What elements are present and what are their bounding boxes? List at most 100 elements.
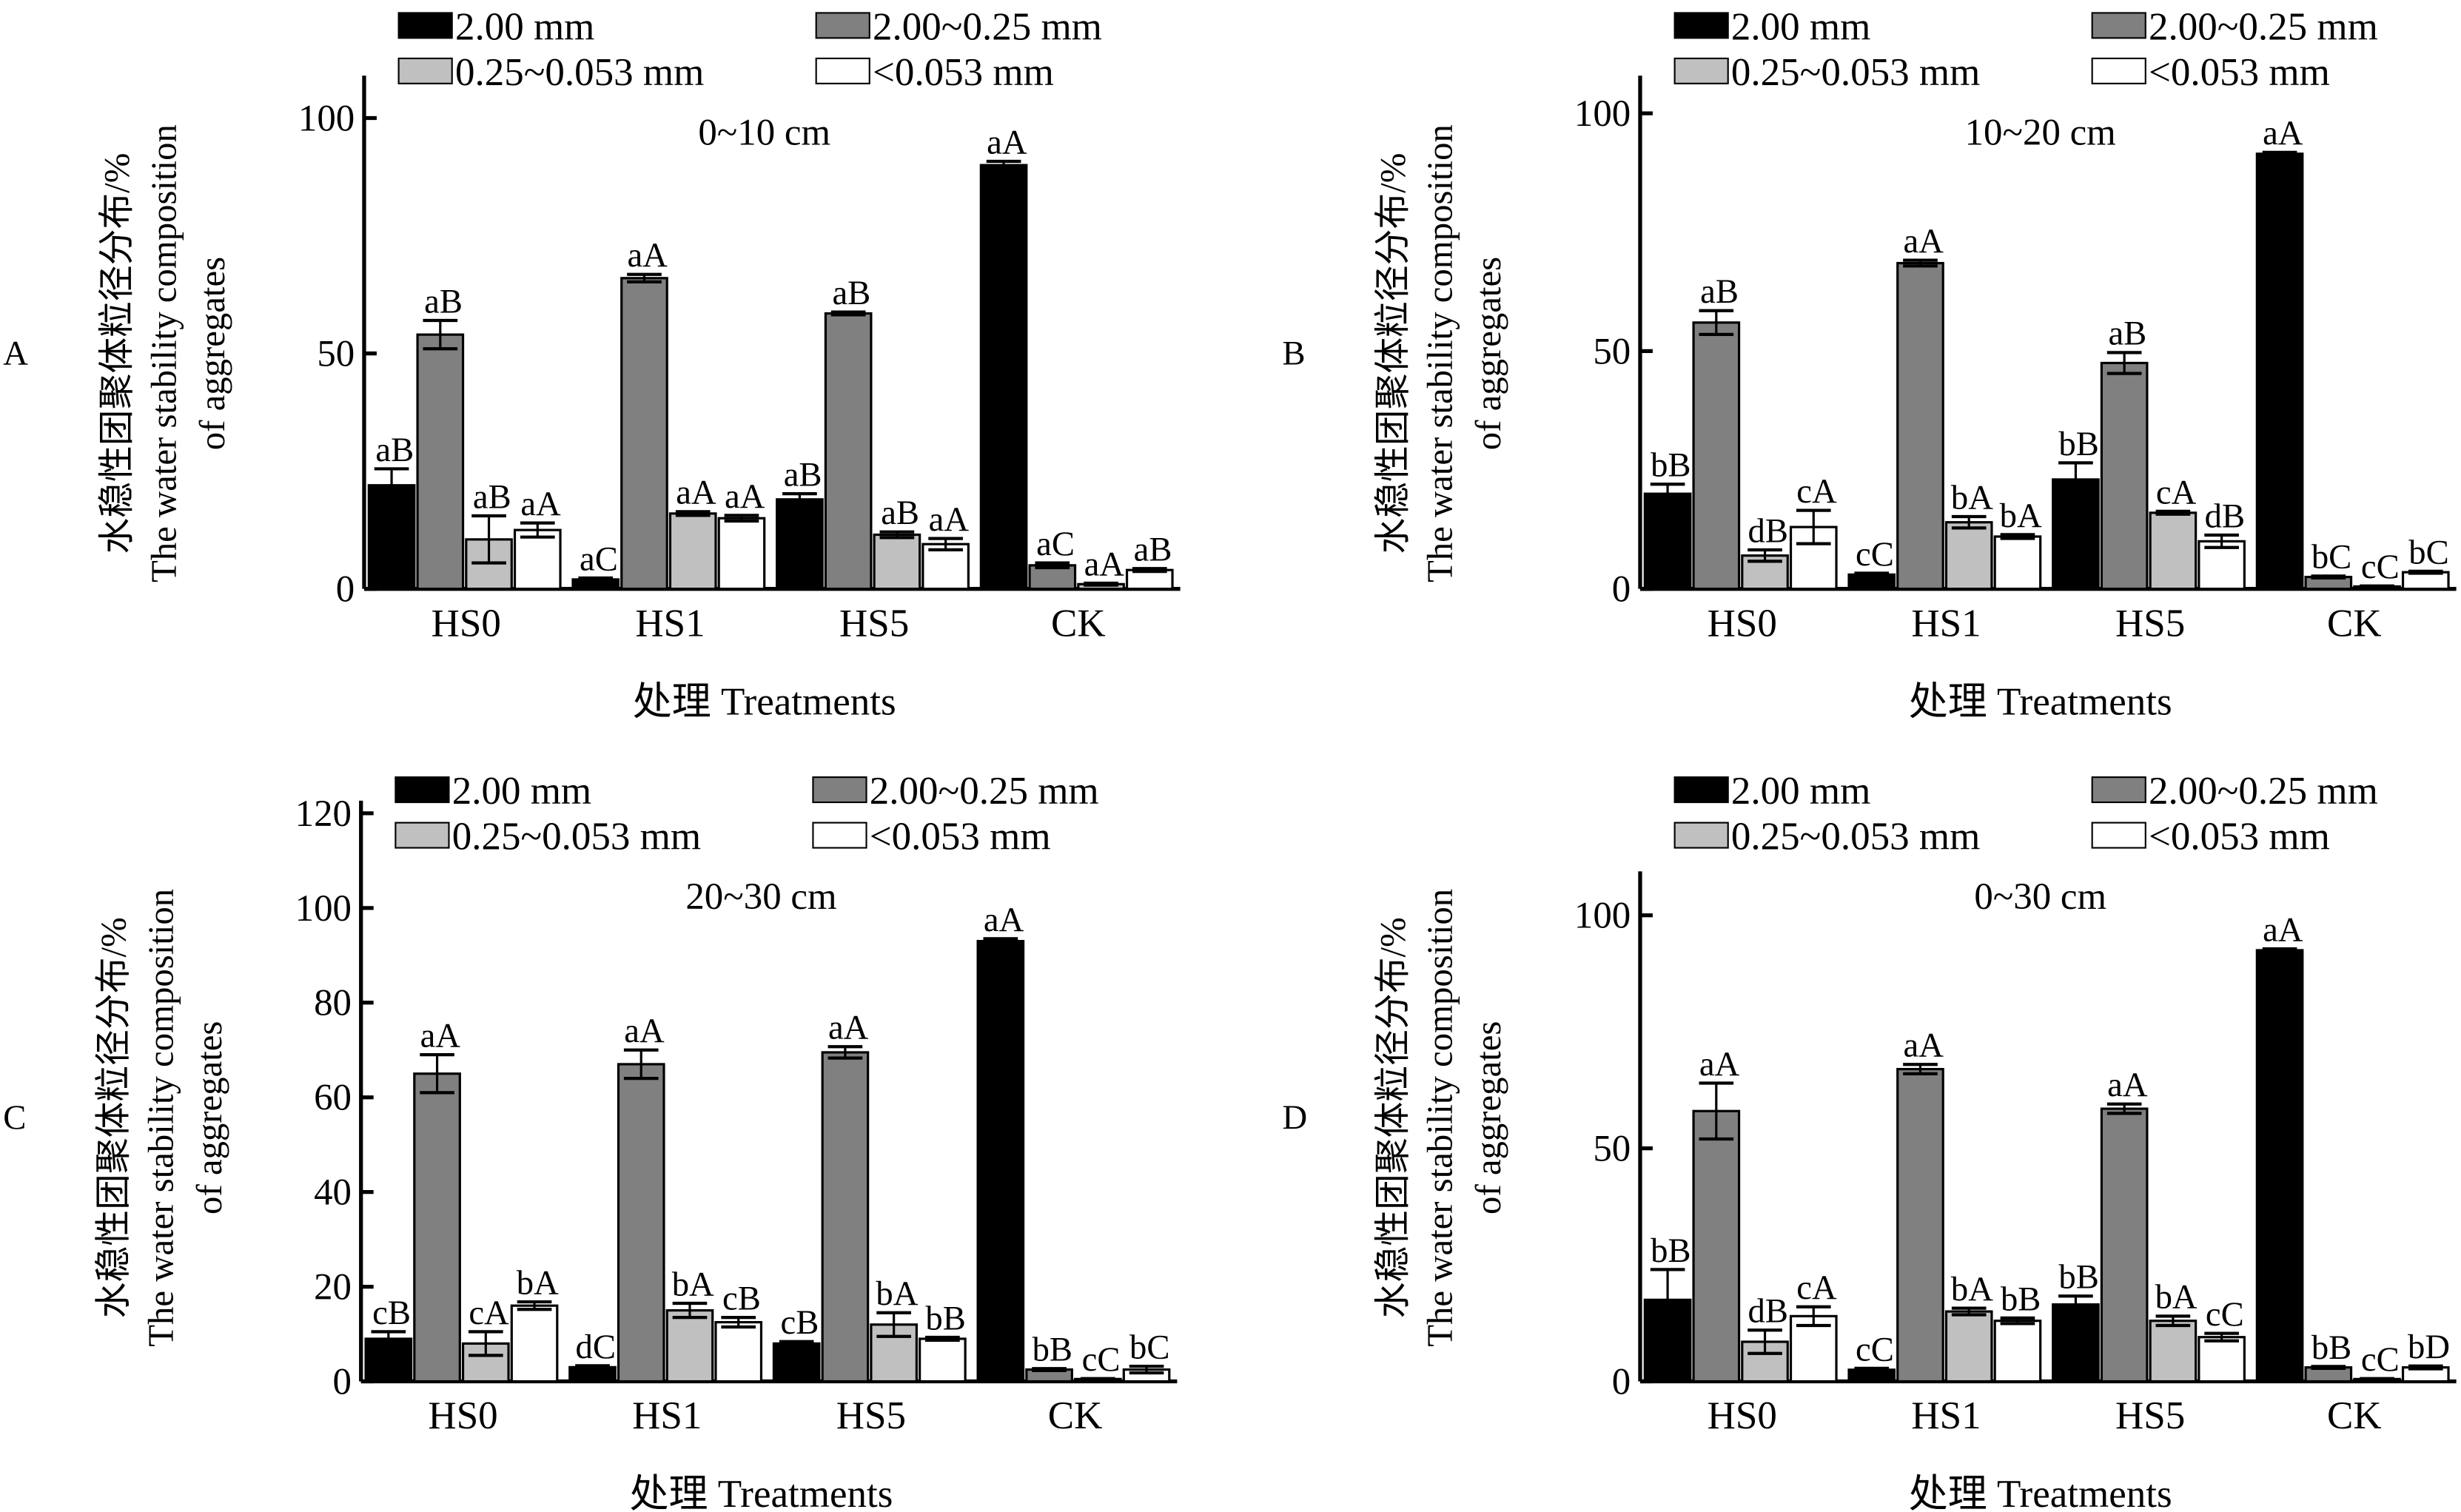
significance-label: bA — [876, 1274, 918, 1313]
y-label-en2: of aggregates — [192, 257, 232, 450]
significance-label: aB — [424, 282, 463, 320]
significance-label: dB — [1748, 1292, 1788, 1331]
significance-label: aB — [2108, 315, 2146, 353]
legend-swatch — [815, 57, 870, 84]
legend-label: 2.00 mm — [455, 5, 594, 48]
bar — [413, 1072, 461, 1383]
bar — [668, 512, 717, 591]
significance-label: cB — [722, 1280, 761, 1318]
legend-item: 0.25~0.053 mm — [1673, 816, 1980, 859]
legend-item: 2.00~0.25 mm — [2091, 5, 2378, 48]
y-tick-label: 50 — [1593, 331, 1631, 372]
legend-label: <0.053 mm — [2149, 816, 2330, 859]
significance-label: aB — [881, 494, 919, 532]
bar — [2100, 361, 2149, 591]
significance-label: cA — [1796, 472, 1837, 511]
x-tick-label: CK — [1051, 602, 1106, 645]
x-tick-label: HS1 — [1911, 1394, 1981, 1437]
significance-label: bB — [925, 1299, 965, 1337]
x-tick-label: HS5 — [2115, 1394, 2185, 1437]
x-axis-label: 处理 Treatments — [633, 680, 896, 723]
bar — [2255, 949, 2304, 1383]
significance-label: bA — [672, 1265, 714, 1303]
legend-label: 0.25~0.053 mm — [455, 51, 704, 94]
significance-label: cC — [1856, 535, 1894, 574]
y-tick-label: 0 — [336, 569, 355, 611]
legend-swatch — [397, 12, 453, 39]
bar — [824, 312, 873, 591]
bar — [510, 1304, 559, 1383]
significance-label: cB — [781, 1303, 819, 1342]
y-tick-label: 50 — [1593, 1129, 1631, 1170]
y-tick-label: 20 — [314, 1267, 352, 1308]
legend-label: 2.00~0.25 mm — [2149, 770, 2378, 813]
legend-item: 2.00~0.25 mm — [812, 770, 1099, 813]
significance-label: bA — [2000, 497, 2042, 535]
x-tick-label: HS5 — [836, 1394, 906, 1437]
legend-item: 2.00~0.25 mm — [2091, 770, 2378, 813]
bar — [1993, 535, 2042, 591]
legend-item: 2.00~0.25 mm — [815, 5, 1102, 48]
significance-label: aA — [828, 1009, 869, 1047]
bar — [1125, 568, 1174, 591]
bar — [714, 1320, 763, 1383]
significance-label: bC — [1129, 1328, 1169, 1366]
legend-item: 0.25~0.053 mm — [397, 51, 704, 94]
legend-label: <0.053 mm — [873, 51, 1054, 94]
y-axis-label: 水稳性团聚体粒径分布/% The water stability composit… — [97, 124, 232, 582]
y-tick-label: 100 — [298, 98, 355, 139]
significance-label: bB — [1651, 446, 1691, 485]
bar — [1944, 1310, 1993, 1383]
significance-label: bD — [2408, 1328, 2450, 1366]
significance-label: aA — [987, 123, 1027, 161]
y-tick-label: 0 — [1612, 569, 1631, 611]
bar — [2052, 1303, 2100, 1383]
significance-label: aA — [628, 236, 668, 275]
significance-label: aA — [520, 485, 561, 523]
y-tick-label: 80 — [314, 983, 352, 1024]
panel-letter: C — [3, 1098, 26, 1137]
y-label-cn: 水稳性团聚体粒径分布/% — [1373, 917, 1413, 1318]
legend-label: 2.00 mm — [452, 770, 591, 813]
y-tick-label: 50 — [317, 334, 355, 375]
legend-swatch — [812, 776, 867, 804]
significance-label: aA — [624, 1012, 665, 1050]
significance-label: bB — [1033, 1331, 1072, 1369]
x-tick-label: HS1 — [1911, 602, 1981, 645]
y-label-en2: of aggregates — [1468, 257, 1508, 450]
significance-label: bB — [2058, 425, 2098, 463]
legend-item: 2.00 mm — [1673, 770, 1870, 813]
significance-label: bC — [2311, 538, 2351, 577]
y-label-cn: 水稳性团聚体粒径分布/% — [1373, 153, 1413, 554]
panel-D: D 水稳性团聚体粒径分布/% The water stability composi… — [1282, 770, 2457, 1512]
bar — [513, 528, 562, 591]
significance-label: cA — [2156, 473, 2197, 511]
y-axis-label: 水稳性团聚体粒径分布/% The water stability composit… — [1373, 889, 1508, 1347]
significance-label: aA — [1084, 545, 1125, 583]
significance-label: bB — [2311, 1328, 2351, 1367]
significance-label: aA — [2263, 114, 2303, 152]
legend-label: 2.00~0.25 mm — [870, 770, 1099, 813]
bar — [1896, 1067, 1944, 1383]
significance-label: aA — [929, 500, 970, 539]
significance-label: bC — [2408, 533, 2448, 571]
y-label-cn: 水稳性团聚体粒径分布/% — [94, 917, 134, 1318]
x-tick-label: HS5 — [839, 602, 909, 645]
bar — [620, 277, 668, 591]
bar — [2149, 1320, 2198, 1383]
legend-swatch — [815, 12, 870, 39]
significance-label: aB — [375, 431, 414, 469]
legend-label: 0.25~0.053 mm — [1731, 51, 1980, 94]
significance-label: aA — [2263, 910, 2303, 949]
legend-item: 2.00 mm — [1673, 5, 1870, 48]
bar — [776, 498, 824, 591]
legend-swatch — [1673, 821, 1729, 849]
y-tick-label: 120 — [295, 793, 352, 835]
legend-item: 2.00 mm — [397, 5, 594, 48]
legend-swatch — [1673, 57, 1729, 84]
legend-label: 2.00~0.25 mm — [2149, 5, 2378, 48]
legend-label: 0.25~0.053 mm — [1731, 816, 1980, 859]
x-tick-label: CK — [2327, 602, 2382, 645]
panel-letter: B — [1282, 334, 1305, 372]
panel-letter: A — [3, 334, 28, 372]
